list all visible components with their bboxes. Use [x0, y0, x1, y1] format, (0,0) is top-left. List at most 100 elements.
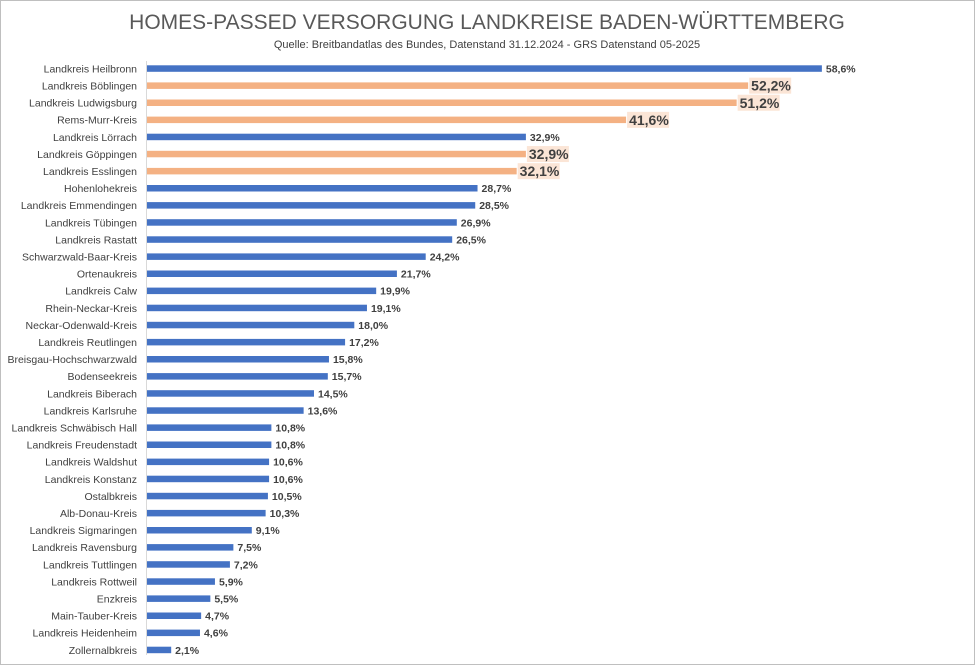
bar — [147, 270, 397, 277]
value-label: 13,6% — [308, 405, 338, 417]
value-label-background — [526, 146, 569, 163]
value-label: 52,2% — [751, 78, 791, 94]
chart-subtitle: Quelle: Breitbandatlas des Bundes, Daten… — [274, 39, 700, 51]
bar — [147, 150, 526, 158]
value-label: 51,2% — [740, 95, 780, 111]
bars-group: Landkreis Heilbronn 58,6% Landkreis Böblin… — [7, 63, 856, 656]
bar — [147, 424, 272, 431]
value-label: 18,0% — [358, 320, 388, 332]
value-label: 10,8% — [275, 422, 305, 434]
category-label: Landkreis Emmendingen — [21, 200, 137, 212]
bar — [147, 338, 346, 346]
value-label-background — [737, 94, 780, 111]
bar — [147, 629, 200, 637]
category-label: Ortenaukreis — [77, 269, 137, 281]
value-label: 14,5% — [318, 388, 348, 400]
category-label: Landkreis Böblingen — [42, 80, 137, 92]
value-label: 21,7% — [401, 269, 431, 281]
category-label: Bodenseekreis — [68, 371, 137, 383]
category-label: Landkreis Sigmaringen — [30, 525, 138, 537]
bar — [147, 219, 457, 226]
category-label: Rems-Murr-Kreis — [57, 115, 137, 127]
category-label: Landkreis Ludwigsburg — [29, 98, 137, 110]
bar — [147, 578, 215, 585]
bar — [147, 492, 268, 500]
value-label: 10,5% — [272, 491, 302, 503]
category-label: Landkreis Ravensburg — [32, 542, 137, 554]
bar — [147, 527, 252, 534]
value-label: 17,2% — [349, 337, 379, 349]
value-label: 28,5% — [479, 200, 509, 212]
bar — [147, 321, 355, 329]
value-label: 5,9% — [219, 576, 244, 588]
value-label: 32,1% — [520, 163, 560, 179]
bar — [147, 253, 426, 260]
category-label: Main-Tauber-Kreis — [51, 611, 137, 623]
value-label: 4,6% — [204, 628, 229, 640]
value-label-background — [627, 111, 670, 128]
bar — [147, 185, 478, 192]
value-label: 28,7% — [482, 183, 512, 195]
category-label: Landkreis Tübingen — [45, 217, 137, 229]
category-label: Enzkreis — [97, 593, 137, 605]
category-label: Landkreis Schwäbisch Hall — [12, 422, 137, 434]
category-label: Landkreis Biberach — [47, 388, 137, 400]
bar — [147, 167, 517, 175]
value-label: 32,9% — [529, 146, 569, 162]
bar — [147, 236, 453, 243]
category-label: Landkreis Tuttlingen — [43, 559, 137, 571]
category-label: Landkreis Rastatt — [55, 234, 137, 246]
category-label: Landkreis Waldshut — [45, 457, 137, 469]
bar — [147, 287, 377, 295]
value-label: 10,3% — [270, 508, 300, 520]
bar — [147, 458, 270, 466]
category-label: Landkreis Göppingen — [37, 149, 137, 161]
category-label: Ostalbkreis — [84, 491, 137, 503]
value-label: 41,6% — [629, 112, 669, 128]
bar — [147, 612, 202, 619]
bar — [147, 509, 266, 517]
value-label: 15,7% — [332, 371, 362, 383]
chart-title: HOMES-PASSED VERSORGUNG LANDKREISE BADEN… — [129, 11, 845, 34]
bar — [147, 561, 230, 568]
bar — [147, 595, 211, 602]
bar — [147, 99, 737, 106]
value-label: 10,6% — [273, 474, 303, 486]
value-label: 10,8% — [275, 440, 305, 452]
bar — [147, 390, 314, 397]
bar — [147, 133, 526, 141]
value-label: 24,2% — [430, 251, 460, 263]
category-label: Rhein-Neckar-Kreis — [45, 303, 137, 315]
value-label: 7,2% — [234, 559, 259, 571]
value-label: 58,6% — [826, 63, 856, 75]
value-label: 19,1% — [371, 303, 401, 315]
bar — [147, 82, 749, 89]
bar — [147, 116, 627, 124]
value-label: 15,8% — [333, 354, 363, 366]
bar — [147, 202, 476, 209]
category-label: Landkreis Calw — [65, 286, 137, 298]
bar — [147, 407, 304, 414]
bar — [147, 475, 270, 483]
value-label: 26,5% — [456, 234, 486, 246]
value-label: 19,9% — [380, 286, 410, 298]
category-label: Landkreis Esslingen — [43, 166, 137, 178]
value-label: 5,5% — [214, 593, 239, 605]
category-label: Neckar-Odenwald-Kreis — [26, 320, 137, 332]
category-label: Schwarzwald-Baar-Kreis — [22, 251, 137, 263]
bar — [147, 373, 328, 380]
category-label: Landkreis Heilbronn — [44, 63, 138, 75]
value-label: 10,6% — [273, 457, 303, 469]
category-label: Landkreis Reutlingen — [38, 337, 137, 349]
category-label: Hohenlohekreis — [64, 183, 137, 195]
bar — [147, 65, 822, 72]
value-label-background — [517, 163, 560, 180]
category-label: Landkreis Konstanz — [45, 474, 137, 486]
category-label: Zollernalbkreis — [69, 645, 137, 657]
value-label: 7,5% — [237, 542, 262, 554]
bar — [147, 646, 172, 654]
category-label: Alb-Donau-Kreis — [60, 508, 137, 520]
value-label-background — [749, 77, 792, 94]
